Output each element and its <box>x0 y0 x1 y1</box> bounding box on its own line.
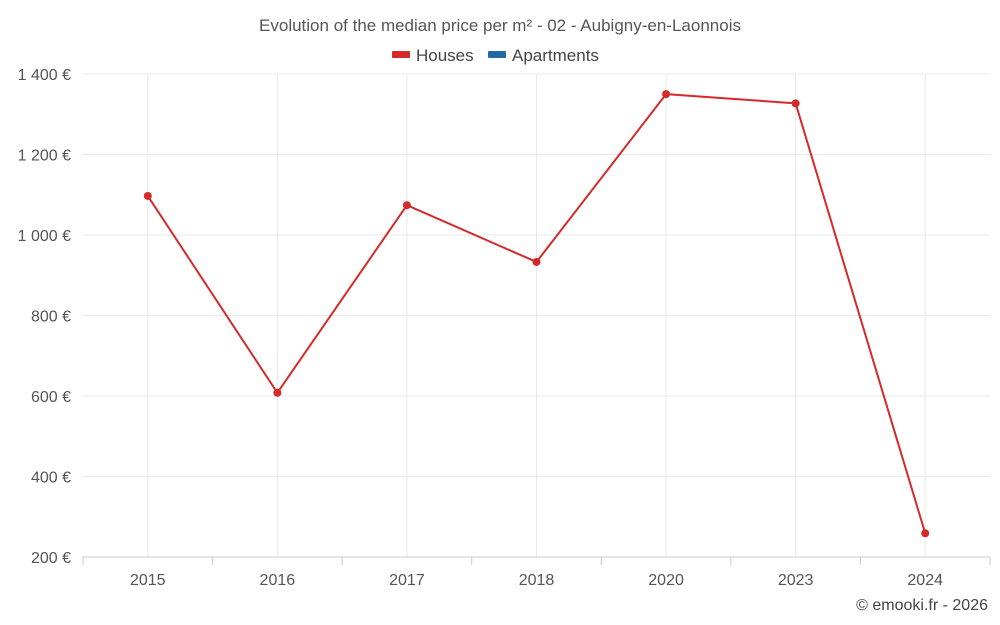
y-tick-label: 400 € <box>31 470 71 487</box>
houses-point[interactable] <box>532 257 541 266</box>
x-tick-label: 2018 <box>519 572 555 589</box>
credit-text: © emooki.fr - 2026 <box>856 597 988 614</box>
y-tick-label: 1 200 € <box>18 148 71 165</box>
houses-point[interactable] <box>402 201 411 210</box>
y-tick-label: 600 € <box>31 389 71 406</box>
houses-point[interactable] <box>791 99 800 108</box>
x-tick-label: 2016 <box>260 572 296 589</box>
x-tick-label: 2017 <box>389 572 425 589</box>
x-tick-label: 2020 <box>648 572 684 589</box>
x-tick-label: 2024 <box>907 572 943 589</box>
legend-label-houses: Houses <box>416 46 474 65</box>
legend-swatch-apartments <box>488 51 506 58</box>
series-houses <box>143 90 930 538</box>
y-axis-ticks: 1 400 € 1 200 € 1 000 € 800 € 600 € 400 € 200 … <box>18 67 71 567</box>
houses-point[interactable] <box>273 388 282 397</box>
y-tick-label: 800 € <box>31 309 71 326</box>
chart-title: Evolution of the median price per m² - 0… <box>259 16 741 35</box>
legend-item-apartments[interactable]: Apartments <box>488 46 599 65</box>
grid <box>83 73 990 557</box>
legend-item-houses[interactable]: Houses <box>392 46 474 65</box>
legend-label-apartments: Apartments <box>512 46 599 65</box>
houses-point[interactable] <box>921 529 930 538</box>
x-tick-label: 2015 <box>130 572 166 589</box>
houses-point[interactable] <box>662 90 671 99</box>
legend-swatch-houses <box>392 51 410 58</box>
x-tick-label: 2023 <box>778 572 814 589</box>
houses-point[interactable] <box>143 191 152 200</box>
legend: Houses Apartments <box>392 46 599 65</box>
x-axis-ticks: 2015 2016 2017 2018 2020 2023 2024 <box>82 557 991 589</box>
y-tick-label: 1 400 € <box>18 67 71 84</box>
y-tick-label: 1 000 € <box>18 228 71 245</box>
y-tick-label: 200 € <box>31 550 71 567</box>
